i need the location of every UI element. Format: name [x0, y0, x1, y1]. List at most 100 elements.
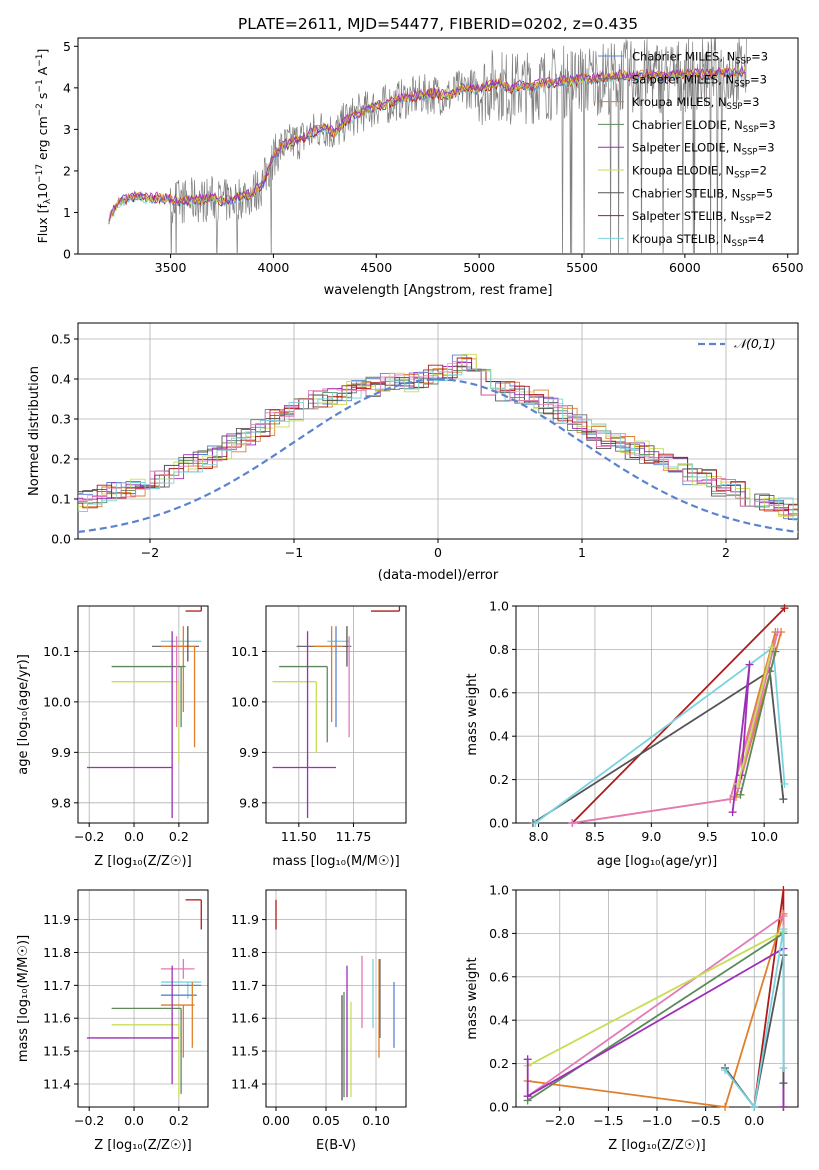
legend-label: Chabrier ELODIE, NSSP=3 [632, 118, 776, 135]
y-axis-label-sup: −1 [35, 54, 45, 67]
mass-vs-Z-plot [86, 899, 202, 1098]
age-vs-mass-axes: 11.50 11.75 9.8 9.9 10.0 10.1 [231, 605, 407, 844]
spectrum-legend: Chabrier MILES, NSSP=3 Salpeter MILES, NS… [598, 50, 776, 249]
x-tick-label: 6000 [669, 260, 701, 275]
y-tick-label: 0.5 [51, 332, 71, 347]
x-tick-label: −1 [285, 545, 303, 560]
x-tick-label: 0.2 [169, 1113, 189, 1128]
y-tick-label: 11.6 [43, 1011, 71, 1026]
x-tick-label: −0.2 [74, 1113, 104, 1128]
age-vs-mass-frame [265, 605, 407, 824]
legend-label: 𝒩(0,1) [734, 336, 776, 351]
legend-label: Chabrier STELIB, NSSP=5 [632, 186, 773, 203]
y-tick-label: 0.6 [489, 969, 509, 984]
x-tick-label: 5000 [463, 260, 495, 275]
x-tick-label: −0.5 [690, 1113, 720, 1128]
x-tick-label: 4000 [258, 260, 290, 275]
histogram-step [78, 369, 798, 521]
x-tick-label: 3500 [155, 260, 187, 275]
weight-vs-Z-frame [515, 889, 799, 1108]
legend-label: Kroupa MILES, NSSP=3 [632, 95, 759, 112]
x-tick-label: 11.50 [281, 829, 317, 844]
y-tick-label: 0.4 [489, 1013, 509, 1028]
x-tick-label: 8.0 [529, 829, 549, 844]
spectrum-frame [77, 37, 799, 255]
x-axis-label: Z [log₁₀(Z/Z☉)] [608, 1138, 705, 1153]
weight-vs-age-plot [528, 604, 789, 827]
model-spectrum-line [108, 64, 746, 222]
x-tick-label: −1.5 [593, 1113, 623, 1128]
weight-line [527, 914, 785, 1107]
y-tick-label: 0.2 [489, 772, 509, 787]
normal-curve [78, 378, 798, 534]
y-axis-label-part: Flux [f [35, 204, 50, 244]
y-tick-label: 9.9 [51, 745, 71, 760]
age-vs-mass-plot [272, 606, 401, 818]
y-tick-label: 1.0 [489, 883, 509, 898]
legend-sub: SSP [734, 79, 750, 89]
y-axis-label: mass weight [465, 957, 480, 1039]
y-axis-label-sup: −17 [35, 164, 45, 183]
mass-vs-Z-frame [77, 889, 209, 1108]
legend-count: =3 [758, 141, 775, 155]
y-tick-label: 5 [63, 39, 71, 54]
y-tick-label: 11.8 [231, 945, 259, 960]
spectrum-plot [108, 38, 747, 254]
y-tick-label: 0.4 [489, 729, 509, 744]
histogram-step [78, 366, 798, 515]
x-axis-label: wavelength [Angstrom, rest frame] [324, 283, 553, 298]
x-axis-label: E(B-V) [316, 1138, 356, 1153]
x-tick-label: 0.0 [744, 1113, 764, 1128]
legend-sub: SSP [740, 193, 756, 203]
histogram-step [78, 368, 798, 511]
legend-count: =3 [751, 50, 768, 64]
x-tick-label: 5500 [566, 260, 598, 275]
legend-label: Chabrier MILES, NSSP=3 [632, 50, 768, 67]
y-tick-label: 10.0 [231, 694, 259, 709]
x-tick-label: 0.0 [124, 1113, 144, 1128]
y-tick-label: 0.0 [489, 1100, 509, 1115]
y-tick-label: 11.4 [43, 1076, 71, 1091]
y-tick-label: 1 [63, 205, 71, 220]
y-tick-label: 9.8 [239, 795, 259, 810]
y-tick-label: 0.6 [489, 685, 509, 700]
y-tick-label: 0.8 [489, 642, 509, 657]
y-axis-label-part: erg cm [35, 116, 50, 164]
y-axis-label-part: ] [35, 49, 50, 54]
y-tick-label: 0.3 [51, 412, 71, 427]
y-axis-label-part: s [35, 93, 50, 104]
y-tick-label: 0 [63, 247, 71, 262]
weight-vs-age-frame [515, 605, 799, 824]
y-axis-label: mass weight [465, 673, 480, 755]
legend-sub: SSP [727, 102, 743, 112]
y-axis-label: age [log₁₀(age/yr)] [16, 654, 31, 775]
legend-label: Salpeter ELODIE, NSSP=3 [632, 141, 775, 158]
y-tick-label: 2 [63, 163, 71, 178]
x-tick-label: 0.2 [169, 829, 189, 844]
y-tick-label: 0.0 [51, 532, 71, 547]
y-tick-label: 1.0 [489, 599, 509, 614]
y-tick-label: 11.5 [231, 1044, 259, 1059]
x-tick-label: 9.5 [698, 829, 718, 844]
x-tick-label: 8.5 [585, 829, 605, 844]
mass-vs-ebv-frame [265, 889, 407, 1108]
y-tick-label: 11.4 [231, 1076, 259, 1091]
y-tick-label: 0.1 [51, 492, 71, 507]
weight-vs-Z-plot [523, 886, 788, 1111]
y-tick-label: 10.1 [43, 644, 71, 659]
weight-line [739, 651, 777, 796]
y-tick-label: 11.6 [231, 1011, 259, 1026]
y-tick-label: 4 [63, 80, 71, 95]
mass-vs-Z-axes: −0.2 0.0 0.2 11.4 11.5 11.6 11.7 11.8 11.9 [43, 889, 209, 1128]
legend-count: =2 [755, 209, 772, 223]
y-tick-label: 11.8 [43, 945, 71, 960]
y-axis-label-part: 10 [35, 183, 50, 199]
residual-plot [78, 353, 798, 534]
legend-label: Kroupa ELODIE, NSSP=2 [632, 164, 767, 181]
x-axis-label: (data-model)/error [378, 568, 499, 583]
y-tick-label: 0.2 [51, 452, 71, 467]
age-vs-Z-frame [77, 605, 209, 824]
weight-line [572, 631, 779, 824]
y-tick-label: 11.5 [43, 1044, 71, 1059]
